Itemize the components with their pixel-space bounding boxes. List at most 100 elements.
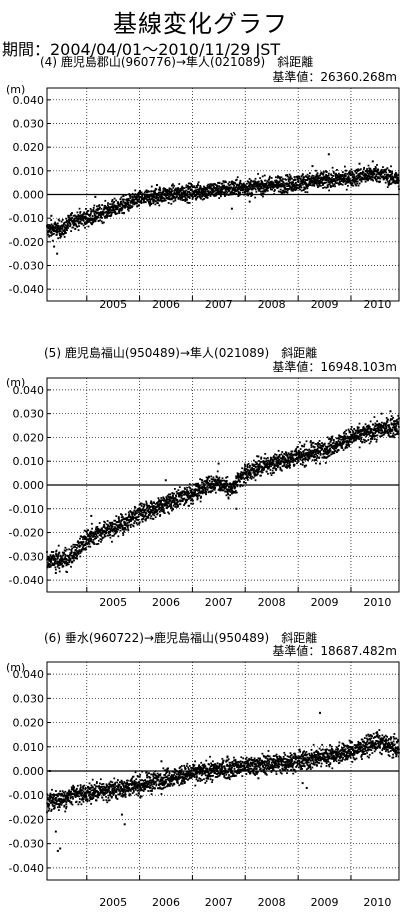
data-point	[132, 525, 135, 528]
data-point	[303, 188, 305, 191]
data-point	[110, 206, 113, 209]
data-point	[186, 198, 188, 201]
data-point	[127, 515, 130, 518]
data-point	[83, 211, 85, 214]
data-point	[372, 176, 374, 179]
data-point	[296, 462, 298, 465]
data-point	[159, 514, 162, 516]
data-point	[352, 173, 355, 176]
data-point	[334, 175, 337, 177]
data-point	[244, 465, 247, 468]
data-point	[158, 506, 161, 509]
data-point	[48, 235, 51, 238]
data-point	[306, 173, 309, 176]
data-point	[199, 193, 202, 196]
data-point	[345, 182, 348, 184]
data-point	[279, 461, 282, 464]
data-point	[306, 186, 308, 189]
data-point	[167, 189, 170, 192]
data-point	[186, 192, 189, 194]
data-point	[149, 200, 152, 203]
data-point	[155, 197, 157, 199]
data-point	[225, 193, 228, 196]
data-point	[279, 178, 282, 180]
data-point	[326, 445, 329, 448]
data-point	[95, 528, 97, 530]
data-point	[111, 521, 113, 524]
data-point	[90, 530, 93, 533]
data-point	[186, 190, 189, 193]
data-point	[140, 509, 143, 512]
data-point	[181, 492, 184, 495]
data-point	[90, 209, 93, 212]
data-point	[279, 467, 282, 470]
data-point	[156, 501, 159, 504]
data-point	[210, 189, 213, 191]
data-point	[97, 216, 100, 219]
data-point	[71, 554, 74, 557]
data-point	[178, 194, 181, 197]
data-point	[362, 432, 365, 435]
data-point	[164, 195, 167, 197]
data-point	[185, 500, 187, 503]
data-point	[68, 548, 71, 551]
data-point	[396, 430, 399, 433]
data-point	[229, 183, 232, 186]
data-point	[354, 179, 357, 182]
data-point	[124, 518, 127, 520]
data-point	[204, 480, 207, 483]
data-point	[384, 430, 387, 433]
data-point	[204, 191, 207, 193]
data-point	[299, 441, 301, 444]
data-point	[125, 519, 128, 522]
data-point	[79, 220, 82, 223]
data-point	[179, 500, 182, 503]
data-point	[226, 482, 229, 485]
data-point	[262, 195, 264, 198]
data-point	[274, 185, 277, 188]
data-point	[259, 177, 262, 179]
data-point	[304, 448, 306, 451]
data-point	[56, 562, 58, 565]
data-point	[228, 189, 231, 192]
data-point	[125, 528, 127, 531]
data-point	[61, 559, 64, 561]
data-point	[136, 193, 139, 195]
data-point	[250, 195, 253, 197]
data-point	[183, 497, 186, 500]
data-point	[354, 183, 357, 186]
data-point	[319, 453, 322, 456]
data-point	[301, 463, 304, 466]
data-point	[205, 196, 207, 199]
data-point	[134, 506, 137, 509]
data-point	[316, 174, 319, 177]
data-point	[186, 193, 188, 196]
data-point	[369, 169, 371, 172]
data-point	[393, 428, 396, 431]
data-point	[336, 451, 338, 454]
data-point	[154, 189, 156, 192]
data-point	[265, 182, 268, 185]
data-point	[131, 195, 134, 198]
data-point	[133, 194, 136, 197]
data-point	[375, 423, 378, 426]
data-point	[142, 518, 145, 520]
data-point	[324, 170, 327, 172]
data-point	[320, 181, 323, 183]
data-point	[150, 501, 153, 504]
data-point	[265, 184, 268, 187]
data-point	[132, 518, 134, 521]
data-point	[383, 427, 386, 429]
data-point	[55, 553, 58, 556]
data-point	[346, 177, 348, 180]
data-point	[250, 477, 253, 480]
x-tick-label: 2010	[363, 298, 391, 310]
data-point	[221, 479, 223, 482]
data-point	[215, 194, 218, 197]
data-point	[58, 219, 61, 222]
data-point	[134, 189, 137, 192]
data-point	[128, 193, 131, 195]
data-point	[339, 178, 341, 181]
data-point	[173, 492, 175, 495]
data-point	[366, 172, 369, 174]
